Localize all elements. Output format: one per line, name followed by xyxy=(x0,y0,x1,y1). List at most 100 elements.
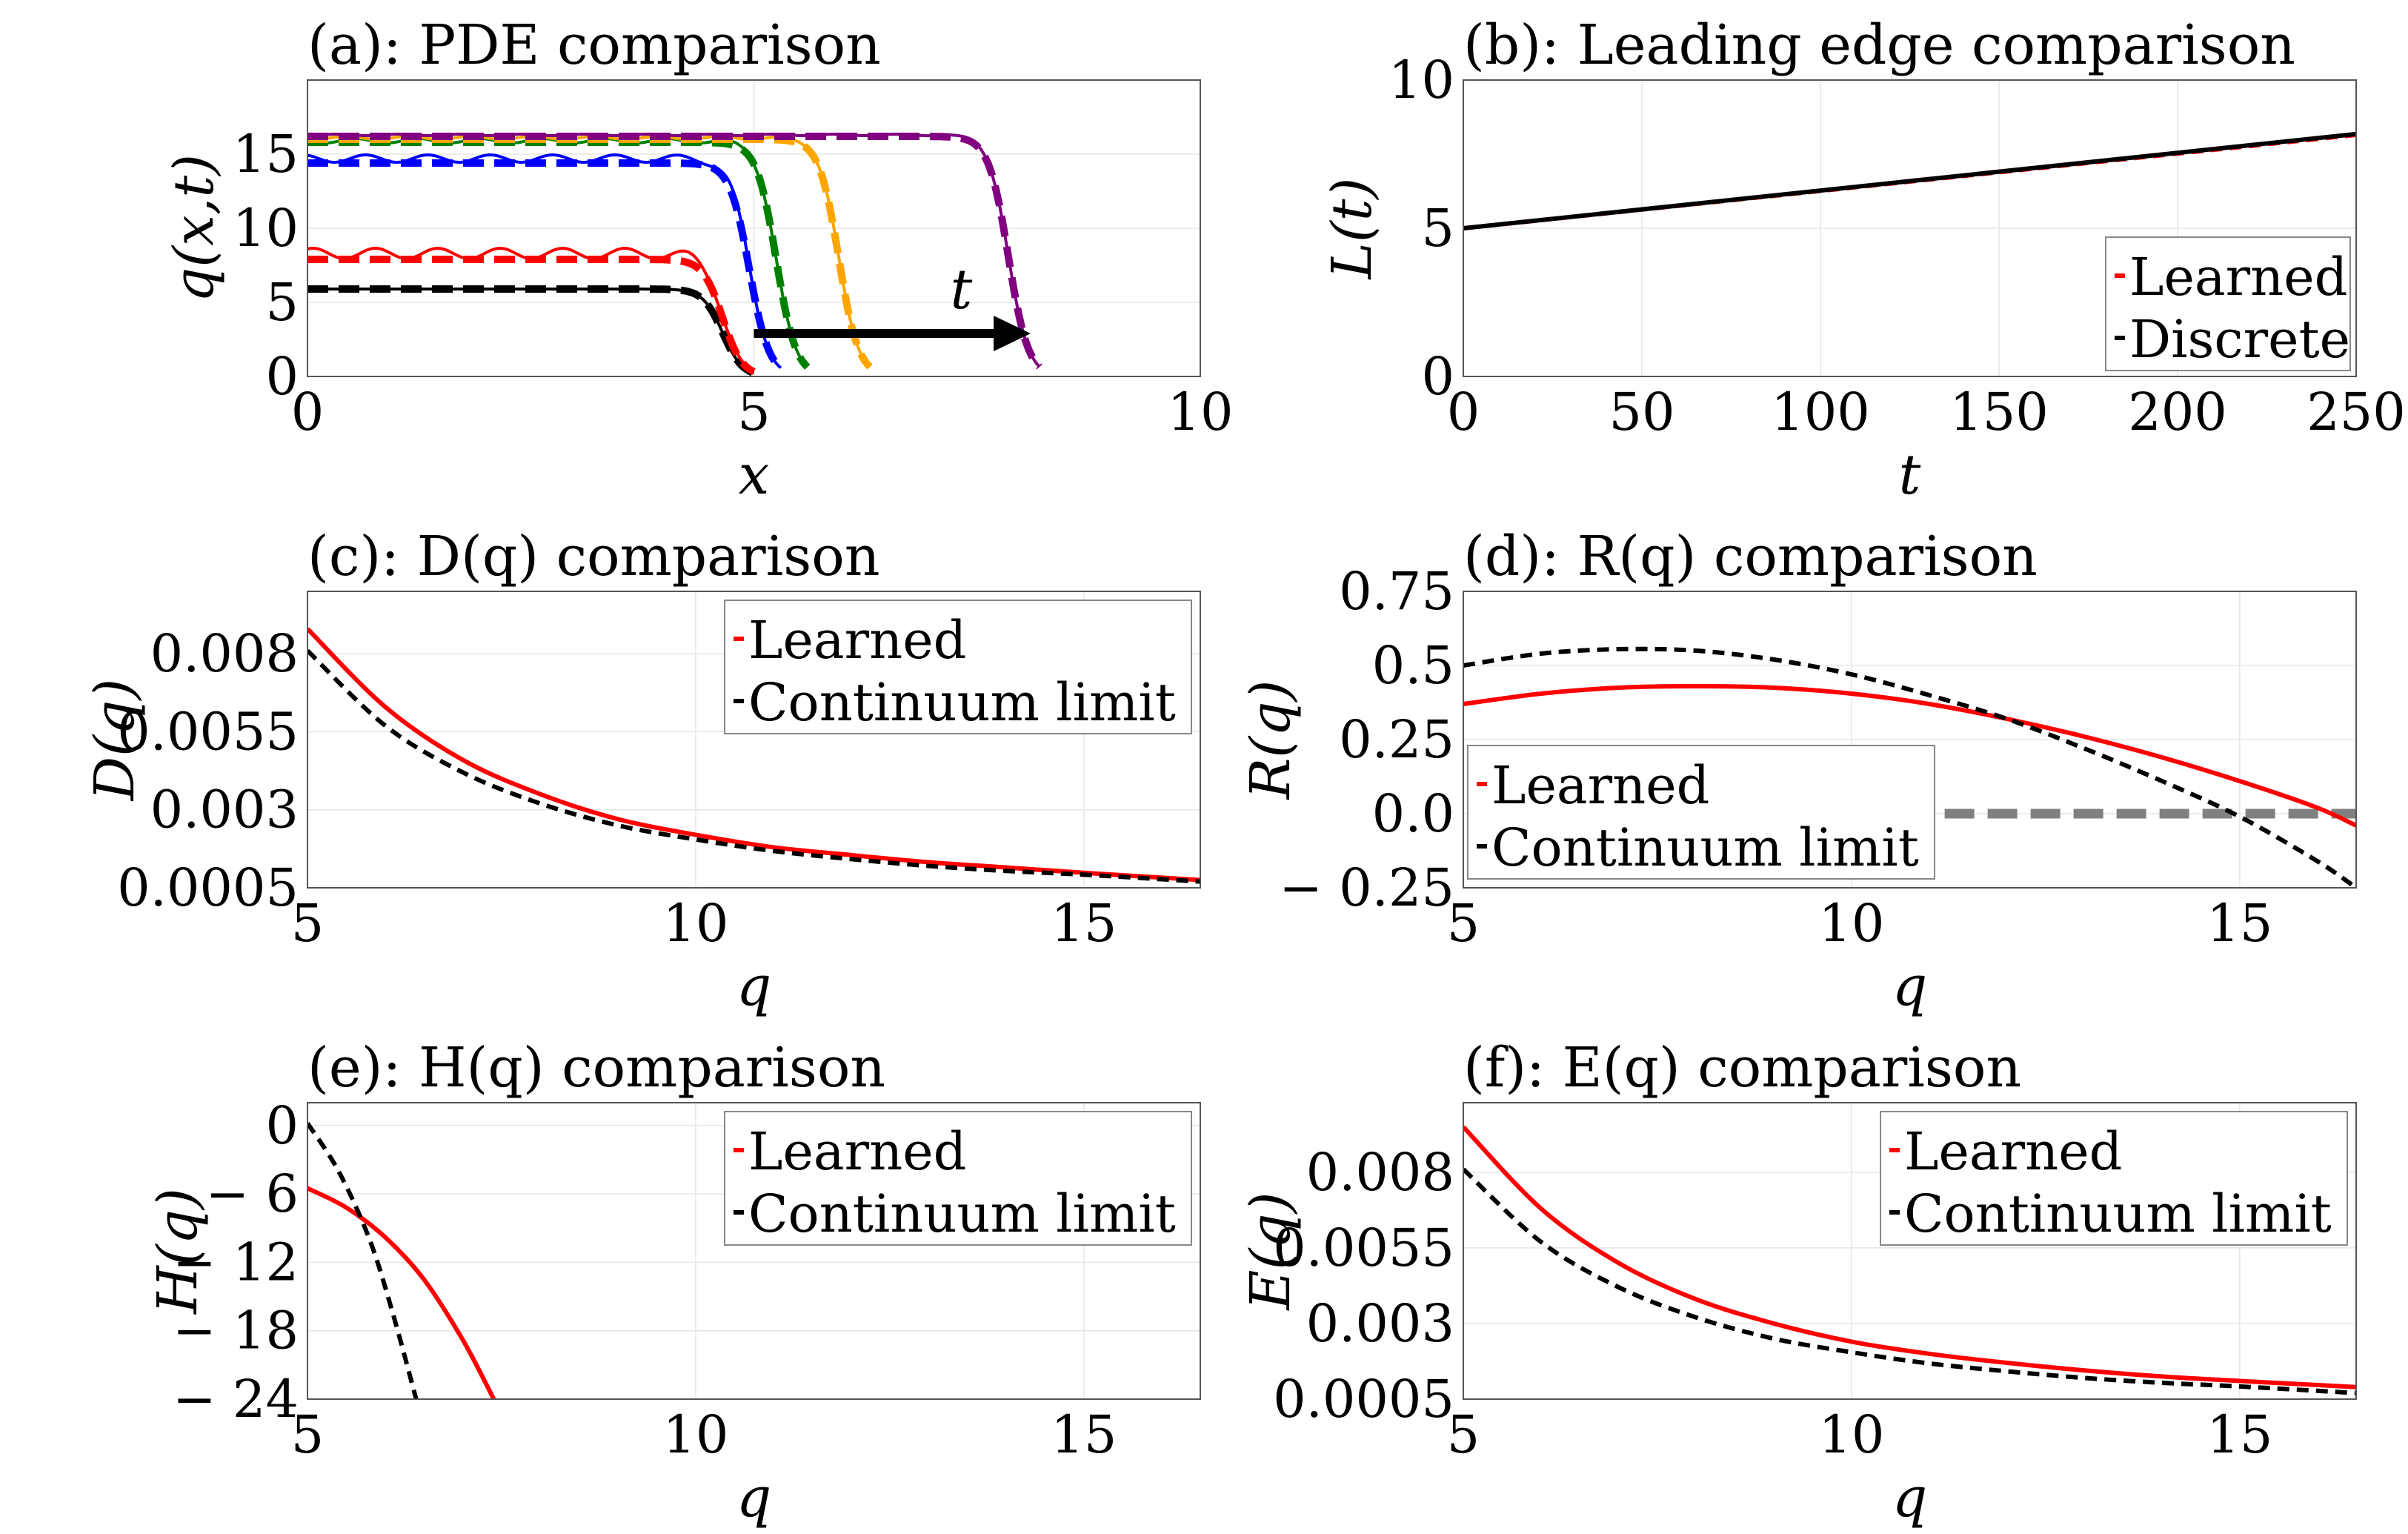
series-line-continuum-limit xyxy=(307,1122,419,1399)
y-axis-label: H(q) xyxy=(146,1188,210,1315)
x-tick-label: 10 xyxy=(662,893,728,954)
series-line-learned xyxy=(307,1186,496,1399)
legend-box xyxy=(1880,1111,2348,1246)
x-axis-label: q xyxy=(1892,954,1927,1018)
x-axis-label: q xyxy=(1892,1466,1927,1530)
y-tick-label: 5 xyxy=(265,272,299,333)
panel-d: 5 10 15 − 0.25 0.0 0.25 0.5 0.75(d): R(q) compa… xyxy=(1239,525,2357,1018)
panel-c: 5 10 15 0.0005 0.003 0.0055 0.008(c): D(q) com… xyxy=(83,525,1201,1018)
x-tick-label: 100 xyxy=(1771,382,1870,442)
axes-frame xyxy=(307,1102,1201,1400)
y-tick-label: 0.003 xyxy=(1306,1293,1454,1354)
panel-title: (b): Leading edge comparison xyxy=(1463,13,2295,77)
arrow-head-icon xyxy=(994,316,1031,351)
x-axis-label: x xyxy=(739,443,770,507)
legend-entry: Learned xyxy=(1491,755,1709,816)
y-tick-label: 5 xyxy=(1421,198,1454,259)
legend-entry: Continuum limit xyxy=(748,1183,1176,1244)
series-line-discrete xyxy=(307,285,756,376)
x-tick-label: 5 xyxy=(291,1404,325,1465)
x-tick-label: 15 xyxy=(2206,893,2272,954)
x-tick-label: 10 xyxy=(1818,893,1884,954)
y-tick-label: − 18 xyxy=(173,1301,299,1361)
y-axis-label: D(q) xyxy=(83,679,147,802)
y-tick-label: − 12 xyxy=(173,1232,299,1292)
panel-title: (a): PDE comparison xyxy=(307,13,881,77)
x-axis-label: q xyxy=(736,954,771,1018)
panel-b: 0 50 100 150 200 250 0 5 10(b): Leading edge com… xyxy=(1320,13,2406,507)
panel-title: (f): E(q) comparison xyxy=(1463,1036,2021,1100)
series-line-learned xyxy=(1463,1125,2356,1389)
x-axis-label: q xyxy=(736,1466,771,1530)
plot-area xyxy=(1463,646,2356,888)
series-line-discrete xyxy=(1463,131,2356,230)
legend-box xyxy=(724,1111,1192,1246)
y-tick-label: − 6 xyxy=(206,1163,299,1224)
series-line-learned xyxy=(307,627,1200,883)
y-tick-label: 0 xyxy=(265,346,299,407)
y-tick-label: 0.0055 xyxy=(117,701,299,762)
y-tick-label: 0.008 xyxy=(150,623,299,684)
series-line-continuum-limit xyxy=(1463,1167,2356,1395)
axes-frame xyxy=(1463,79,2357,377)
legend-entry: Learned xyxy=(748,610,966,671)
x-tick-label: 0 xyxy=(291,382,325,442)
panel-a: 0 5 10 0 5 10 15(a): PDE comparison x q(x,t) t xyxy=(162,13,1234,507)
legend-box xyxy=(724,600,1192,734)
y-tick-label: 0 xyxy=(1421,346,1454,407)
legend-entry: Learned xyxy=(748,1121,966,1182)
y-tick-label: 0.75 xyxy=(1339,561,1454,622)
legend-entry: Continuum limit xyxy=(748,672,1176,733)
x-tick-label: 250 xyxy=(2306,382,2406,442)
series-line-learned xyxy=(307,132,1041,368)
axes-frame xyxy=(307,79,1201,377)
x-tick-label: 200 xyxy=(2128,382,2227,442)
legend-entry: Continuum limit xyxy=(1491,817,1919,878)
panel-title: (c): D(q) comparison xyxy=(307,525,879,588)
y-axis-label: q(x,t) xyxy=(162,154,226,302)
legend-entry: Learned xyxy=(1904,1121,2122,1182)
y-tick-label: 0.008 xyxy=(1306,1142,1454,1203)
x-tick-label: 15 xyxy=(2206,1404,2272,1465)
y-axis-label: L(t) xyxy=(1320,178,1384,281)
series-line-continuum-limit xyxy=(1463,646,2356,888)
x-tick-label: 5 xyxy=(1447,1404,1480,1465)
x-tick-label: 50 xyxy=(1609,382,1674,442)
y-tick-label: − 0.25 xyxy=(1279,857,1454,918)
legend-box xyxy=(2105,236,2351,371)
plot-area xyxy=(1463,1125,2356,1395)
panel-e: 5 10 15 − 24 − 18 − 12 − 6 0(e): H(q) compariso… xyxy=(146,1036,1201,1530)
y-tick-label: − 24 xyxy=(173,1369,299,1430)
series-line-continuum-limit xyxy=(307,648,1200,884)
x-tick-label: 10 xyxy=(1818,1404,1884,1465)
y-tick-label: 10 xyxy=(233,198,299,259)
legend-entry: Continuum limit xyxy=(1904,1183,2332,1244)
series-line-discrete xyxy=(307,139,811,370)
series-line-discrete xyxy=(307,256,756,376)
y-tick-label: 0.0055 xyxy=(1273,1218,1454,1278)
legend-entry: Learned xyxy=(2129,247,2347,308)
panel-f: 5 10 15 0.0005 0.003 0.0055 0.008(f): E(q) com… xyxy=(1239,1036,2357,1530)
y-tick-label: 0.0 xyxy=(1372,783,1454,844)
x-tick-label: 10 xyxy=(1167,382,1233,442)
x-axis-label: t xyxy=(1899,443,1921,507)
plot-area xyxy=(1463,131,2356,230)
y-axis-label: E(q) xyxy=(1239,1192,1303,1311)
x-tick-label: 5 xyxy=(1447,893,1480,954)
panel-title: (e): H(q) comparison xyxy=(307,1036,885,1100)
legend-box xyxy=(1467,745,1935,880)
plot-area xyxy=(307,132,1042,376)
y-axis-label: R(q) xyxy=(1239,680,1303,801)
plot-area xyxy=(307,1122,496,1399)
y-tick-label: 0.5 xyxy=(1372,635,1454,696)
y-tick-label: 10 xyxy=(1388,50,1454,110)
axes-frame xyxy=(1463,1102,2357,1400)
x-tick-label: 10 xyxy=(662,1404,728,1465)
axes-frame xyxy=(1463,591,2357,889)
y-tick-label: 0.0005 xyxy=(1273,1369,1454,1430)
series-line-learned xyxy=(1463,683,2356,828)
